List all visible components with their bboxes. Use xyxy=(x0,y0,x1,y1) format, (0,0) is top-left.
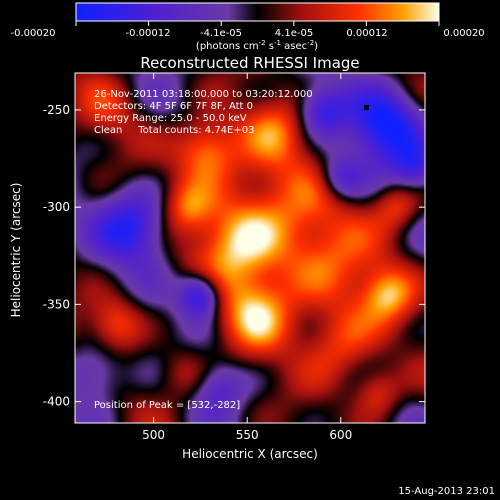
chart-title: Reconstructed RHESSI Image xyxy=(140,54,359,72)
annotation-clean-counts: Clean Total counts: 4.74E+03 xyxy=(94,125,254,136)
colorbar-tick-label: 0.00020 xyxy=(443,28,484,39)
y-axis: -250 -300 -350 -400 xyxy=(43,103,425,409)
annotation-detectors: Detectors: 4F 5F 6F 7F 8F, Att 0 xyxy=(94,101,253,112)
colorbar-tick-label: 4.1e-05 xyxy=(275,28,313,39)
colorbar-tick-label: -0.00020 xyxy=(11,28,56,39)
plot-frame xyxy=(74,72,426,424)
x-axis: 500 550 600 xyxy=(142,73,352,442)
colorbar-tick-label: -0.00012 xyxy=(126,28,171,39)
colorbar: -0.00020 -0.00012 -4.1e-05 4.1e-05 0.000… xyxy=(11,2,485,52)
x-axis-label: Heliocentric X (arcsec) xyxy=(182,447,318,461)
colorbar-tick-label: 0.00012 xyxy=(346,28,387,39)
colorbar-tick-label: -4.1e-05 xyxy=(200,28,242,39)
x-tick-label: 500 xyxy=(142,428,165,442)
colorbar-units-label: (photons cm-2 s-1 asec-2) xyxy=(196,39,318,52)
x-tick-label: 600 xyxy=(329,428,352,442)
annotation-energy-range: Energy Range: 25.0 - 50.0 keV xyxy=(94,113,247,124)
y-tick-label: -350 xyxy=(43,297,70,311)
colorbar-tick-marks xyxy=(75,21,440,26)
y-axis-label: Heliocentric Y (arcsec) xyxy=(9,183,23,318)
y-tick-label: -250 xyxy=(43,103,70,117)
x-tick-label: 550 xyxy=(236,428,259,442)
colorbar-gradient xyxy=(75,2,440,22)
peak-marker xyxy=(364,105,369,110)
annotation-time-range: 26-Nov-2011 03:18:00.000 to 03:20:12.000 xyxy=(94,89,313,100)
annotation-peak-position: Position of Peak = [532,-282] xyxy=(94,400,240,411)
footer-date: 15-Aug-2013 23:01 xyxy=(398,486,495,497)
y-tick-label: -300 xyxy=(43,200,70,214)
y-tick-label: -400 xyxy=(43,395,70,409)
heatmap-image xyxy=(75,73,425,423)
